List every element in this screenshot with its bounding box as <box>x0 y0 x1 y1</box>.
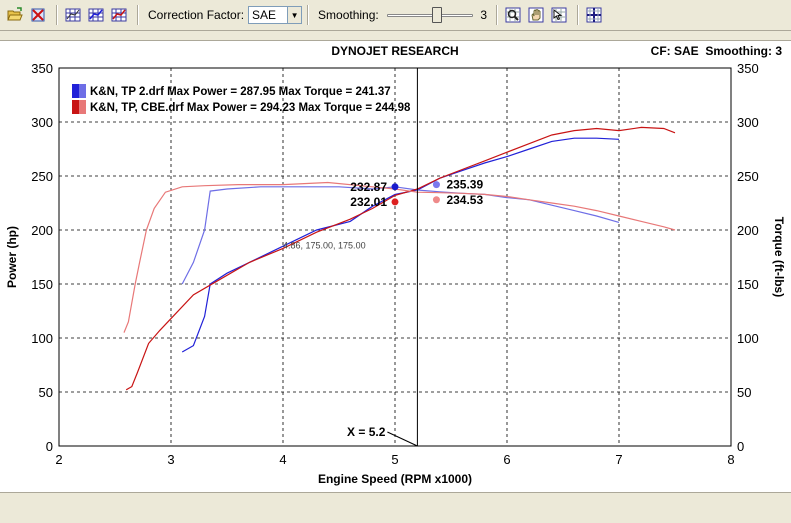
chart-title: DYNOJET RESEARCH <box>331 44 458 58</box>
x-axis-label: Engine Speed (RPM x1000) <box>318 472 472 486</box>
toolbar-separator <box>307 5 310 25</box>
toolbar: Correction Factor: SAE ▼ Smoothing: 3 <box>0 0 791 31</box>
legend-swatch-power <box>72 84 79 98</box>
y-tick-label: 0 <box>46 439 53 454</box>
toolbar-separator <box>137 5 139 25</box>
annotation-label: 4.86, 175.00, 175.00 <box>283 240 366 250</box>
grid-blue-icon[interactable] <box>86 5 106 25</box>
cursor-x-label: X = 5.2 <box>347 425 386 439</box>
y2-tick-label: 0 <box>737 439 744 454</box>
cf-smoothing-label: CF: SAE Smoothing: 3 <box>651 44 783 58</box>
open-file-icon[interactable] <box>5 5 25 25</box>
y-tick-label: 300 <box>31 115 53 130</box>
y2-tick-label: 250 <box>737 169 759 184</box>
x-tick-label: 3 <box>167 452 174 467</box>
series-line-power <box>125 126 676 391</box>
cursor-marker <box>432 196 440 204</box>
y2-tick-label: 50 <box>737 385 751 400</box>
y2-tick-label: 100 <box>737 331 759 346</box>
correction-factor-select[interactable]: SAE ▼ <box>248 6 303 24</box>
select-icon[interactable] <box>549 5 569 25</box>
legend-swatch-torque <box>79 84 86 98</box>
grid-red-icon[interactable] <box>109 5 129 25</box>
correction-factor-label: Correction Factor: <box>148 8 245 22</box>
cursor-value-label: 235.39 <box>446 178 483 192</box>
chevron-down-icon[interactable]: ▼ <box>287 7 302 23</box>
crosshair-icon[interactable] <box>584 5 604 25</box>
cursor-value-label: 232.87 <box>350 180 387 194</box>
legend: K&N, TP 2.drf Max Power = 287.95 Max Tor… <box>72 84 411 114</box>
x-tick-label: 6 <box>503 452 510 467</box>
legend-swatch-torque <box>79 100 86 114</box>
y-tick-label: 200 <box>31 223 53 238</box>
y-tick-label: 100 <box>31 331 53 346</box>
correction-factor-value: SAE <box>252 8 277 22</box>
legend-entry: K&N, TP, CBE.drf Max Power = 294.23 Max … <box>90 102 411 114</box>
smoothing-value: 3 <box>480 8 488 22</box>
y-tick-label: 150 <box>31 277 53 292</box>
status-bar <box>0 497 791 523</box>
zoom-icon[interactable] <box>503 5 523 25</box>
smoothing-slider[interactable] <box>386 6 473 24</box>
cursor-marker <box>391 198 399 206</box>
close-file-icon[interactable] <box>28 5 48 25</box>
x-tick-label: 4 <box>279 452 286 467</box>
y-tick-label: 250 <box>31 169 53 184</box>
x-tick-label: 5 <box>391 452 398 467</box>
y-tick-label: 350 <box>31 61 53 76</box>
toolbar-separator <box>56 5 58 25</box>
y2-tick-label: 150 <box>737 277 759 292</box>
slider-track <box>386 14 473 17</box>
y2-tick-label: 300 <box>737 115 759 130</box>
cursor-value-label: 234.53 <box>446 193 483 207</box>
toolbar-separator <box>576 5 579 25</box>
series-line-power <box>181 137 620 353</box>
x-tick-label: 8 <box>727 452 734 467</box>
x-tick-label: 7 <box>615 452 622 467</box>
cursor-marker <box>432 181 440 189</box>
x-tick-label: 2 <box>55 452 62 467</box>
y-axis-label: Power (hp) <box>5 226 19 288</box>
grid-icon[interactable] <box>63 5 83 25</box>
cursor-label-leader <box>387 431 418 447</box>
cursor-marker <box>391 183 399 191</box>
cursor-layer[interactable]: X = 5.2 232.87 235.39 232.01 234.53 <box>347 68 483 447</box>
y2-axis-label: Torque (ft-lbs) <box>772 217 786 297</box>
slider-thumb[interactable] <box>432 7 443 23</box>
legend-swatch-power <box>72 100 79 114</box>
y2-tick-label: 350 <box>737 61 759 76</box>
smoothing-label: Smoothing: <box>318 8 379 22</box>
cursor-value-label: 232.01 <box>350 195 387 209</box>
series-line-torque <box>181 186 620 285</box>
y2-tick-label: 200 <box>737 223 759 238</box>
legend-entry: K&N, TP 2.drf Max Power = 287.95 Max Tor… <box>90 86 391 98</box>
hand-icon[interactable] <box>526 5 546 25</box>
y-tick-label: 50 <box>39 385 53 400</box>
toolbar-separator <box>495 5 498 25</box>
